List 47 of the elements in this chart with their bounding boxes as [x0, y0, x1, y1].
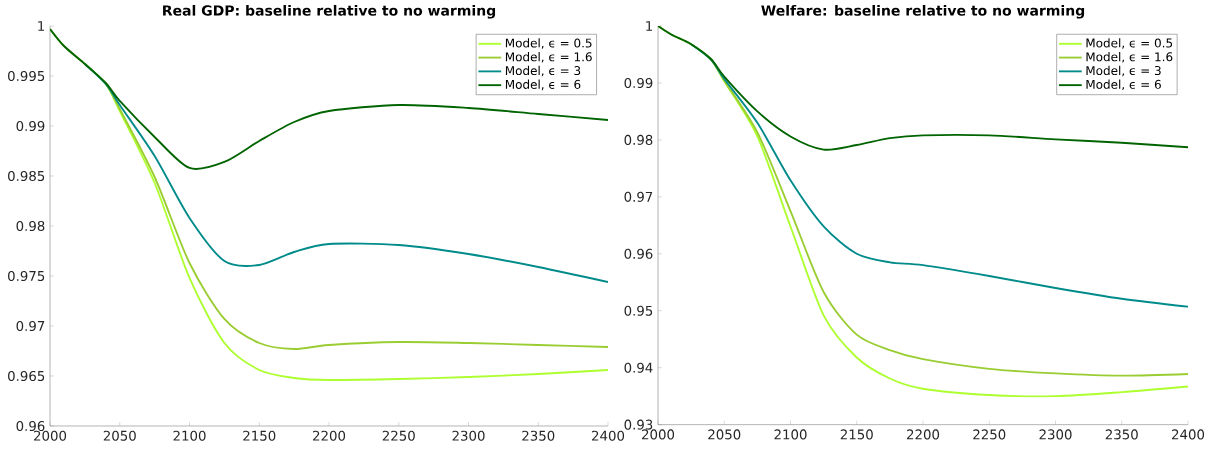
- y-tick-label: 1: [646, 21, 653, 31]
- x-tick-label: 2000: [642, 429, 675, 440]
- x-tick-label: 2000: [34, 430, 67, 441]
- x-tick-label: 2150: [243, 430, 276, 441]
- chart-title: Real GDP: baseline relative to no warming: [163, 4, 496, 19]
- legend-label: Model, ϵ = 6: [505, 79, 581, 91]
- x-tick-label: 2200: [907, 429, 940, 440]
- legend-label: Model, ϵ = 0.5: [505, 38, 592, 49]
- y-tick-label: 0.95: [624, 305, 653, 316]
- y-tick-label: 1: [38, 21, 45, 31]
- y-tick-label: 0.97: [16, 320, 45, 332]
- y-tick-label: 0.965: [8, 370, 45, 382]
- line-series: [658, 25, 1188, 151]
- y-tick-label: 0.96: [16, 420, 45, 432]
- y-tick-label: 0.99: [16, 120, 45, 132]
- y-tick-label: 0.93: [624, 419, 653, 430]
- y-tick-label: 0.98: [16, 220, 45, 232]
- x-tick-label: 2350: [1105, 429, 1138, 440]
- y-tick-label: 0.985: [8, 170, 45, 182]
- y-tick-label: 0.99: [624, 77, 653, 88]
- x-tick-label: 2050: [708, 429, 741, 440]
- legend-label: Model, ϵ = 1.6: [1086, 52, 1173, 63]
- x-tick-label: 2350: [522, 430, 555, 441]
- x-tick-label: 2150: [840, 429, 873, 440]
- y-tick-label: 0.94: [624, 362, 653, 373]
- legend-label: Model, ϵ = 3: [505, 65, 581, 77]
- legend-label: Model, ϵ = 6: [1086, 79, 1161, 91]
- x-tick-label: 2050: [103, 430, 136, 441]
- chart-title: Welfare: baseline relative to no warming: [761, 4, 1085, 19]
- y-tick-label: 0.97: [624, 191, 653, 202]
- x-tick-label: 2250: [973, 429, 1006, 440]
- x-tick-label: 2300: [1039, 429, 1072, 440]
- x-tick-label: 2200: [313, 430, 346, 441]
- legend-label: Model, ϵ = 1.6: [505, 52, 592, 63]
- line-series: [50, 28, 608, 170]
- y-tick-label: 0.995: [8, 70, 45, 82]
- x-tick-label: 2300: [452, 430, 485, 441]
- x-tick-label: 2100: [173, 430, 206, 441]
- x-tick-label: 2400: [592, 430, 625, 441]
- x-tick-label: 2250: [382, 430, 415, 441]
- x-tick-label: 2400: [1172, 429, 1205, 440]
- y-tick-label: 0.96: [624, 248, 653, 259]
- legend-label: Model, ϵ = 0.5: [1086, 38, 1173, 49]
- x-tick-label: 2100: [774, 429, 807, 440]
- legend-label: Model, ϵ = 3: [1086, 65, 1161, 77]
- y-tick-label: 0.98: [624, 134, 653, 145]
- y-tick-label: 0.975: [8, 270, 45, 282]
